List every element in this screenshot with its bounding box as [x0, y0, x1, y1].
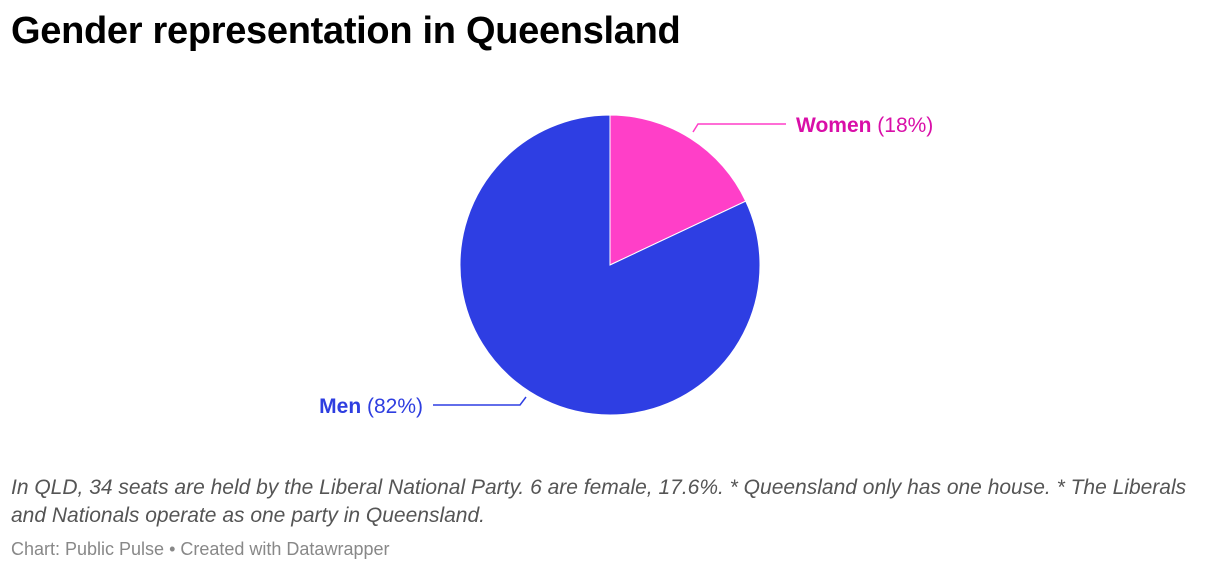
slice-label-men: Men (82%) [319, 395, 423, 418]
chart-title: Gender representation in Queensland [11, 10, 681, 52]
leader-line-women [692, 123, 786, 133]
pie-slice-men [459, 114, 761, 416]
pie-chart: Women (18%) Men (82%) [319, 114, 933, 418]
chart-notes: In QLD, 34 seats are held by the Liberal… [11, 476, 1187, 527]
slice-label-women: Women (18%) [796, 114, 933, 137]
leader-line-men [433, 396, 527, 406]
pie-slice-women [609, 114, 747, 266]
chart-credit: Chart: Public Pulse • Created with Dataw… [11, 539, 390, 559]
